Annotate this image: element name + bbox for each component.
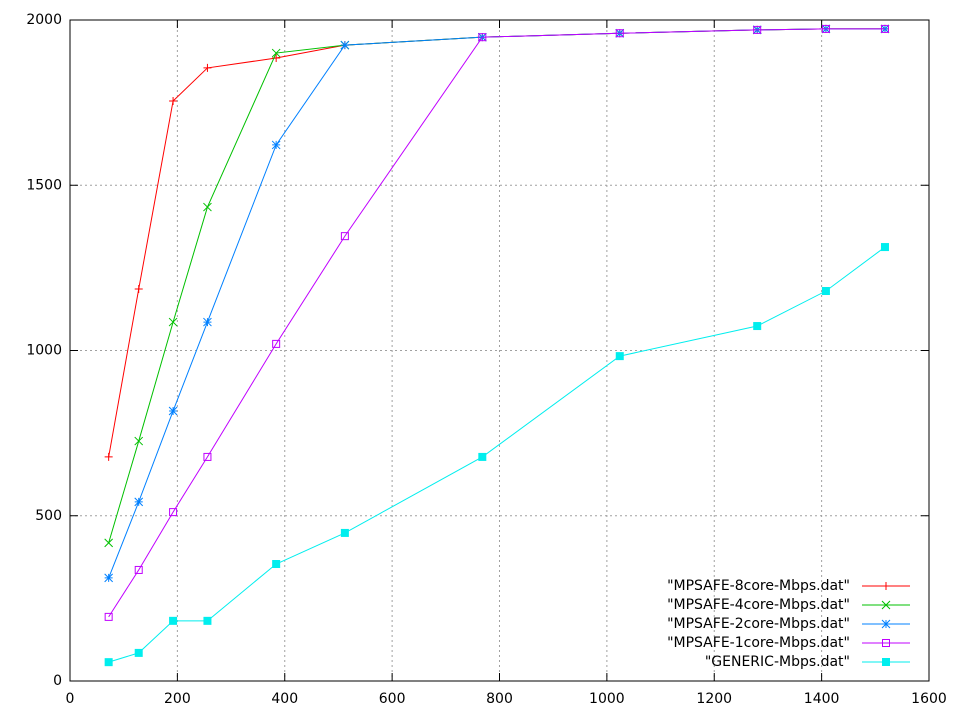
point [615, 352, 624, 361]
legend-marker [881, 619, 891, 629]
point [880, 24, 889, 33]
point [104, 452, 113, 461]
point [134, 648, 143, 657]
y-tick-label: 0 [53, 673, 62, 689]
series-line [108, 28, 885, 579]
y-tick-label: 1500 [26, 177, 62, 193]
x-tick-label: 1000 [589, 691, 625, 707]
point [169, 616, 178, 625]
legend-label: "MPSAFE-2core-Mbps.dat" [667, 616, 850, 632]
x-tick-label: 400 [271, 691, 298, 707]
point [203, 63, 212, 72]
legend-label: "MPSAFE-4core-Mbps.dat" [667, 597, 850, 613]
x-tick-label: 200 [164, 691, 191, 707]
point [134, 565, 143, 574]
point [880, 243, 889, 252]
point [272, 560, 281, 569]
point [271, 140, 281, 150]
x-tick-label: 600 [379, 691, 406, 707]
point [478, 33, 487, 42]
point [272, 339, 281, 348]
y-tick-label: 2000 [26, 12, 62, 28]
point [168, 317, 178, 327]
point [104, 538, 114, 548]
point [134, 497, 144, 507]
point [134, 436, 144, 446]
point [168, 406, 178, 416]
series-line [108, 28, 885, 618]
y-tick-label: 500 [35, 508, 62, 524]
point [753, 25, 762, 34]
point [169, 96, 178, 105]
legend-marker [881, 600, 891, 610]
point [104, 658, 113, 667]
legend-label: "MPSAFE-1core-Mbps.dat" [667, 635, 850, 651]
series-line [108, 28, 885, 458]
plot-frame [69, 19, 930, 682]
point [821, 287, 830, 296]
series-line [108, 28, 885, 543]
x-tick-label: 1600 [911, 691, 947, 707]
x-tick-label: 800 [486, 691, 513, 707]
point [203, 317, 212, 327]
point [203, 202, 212, 212]
legend-label: "MPSAFE-8core-Mbps.dat" [667, 578, 850, 594]
point [134, 285, 143, 294]
x-tick-label: 1400 [804, 691, 840, 707]
point [753, 322, 762, 331]
point [104, 573, 114, 583]
point [821, 24, 830, 33]
point [615, 29, 624, 38]
legend-marker [882, 582, 890, 590]
point [340, 40, 350, 50]
point [203, 452, 212, 461]
y-tick-label: 1000 [26, 343, 62, 359]
legend-marker [882, 639, 890, 647]
point [478, 452, 487, 461]
point [104, 612, 113, 621]
point [340, 232, 349, 241]
x-tick-label: 1200 [696, 691, 732, 707]
x-tick-label: 0 [66, 691, 75, 707]
point [340, 528, 349, 537]
legend-label: "GENERIC-Mbps.dat" [705, 654, 850, 670]
point [169, 508, 178, 517]
point [203, 616, 212, 625]
legend-marker [882, 658, 890, 666]
point [271, 48, 281, 58]
